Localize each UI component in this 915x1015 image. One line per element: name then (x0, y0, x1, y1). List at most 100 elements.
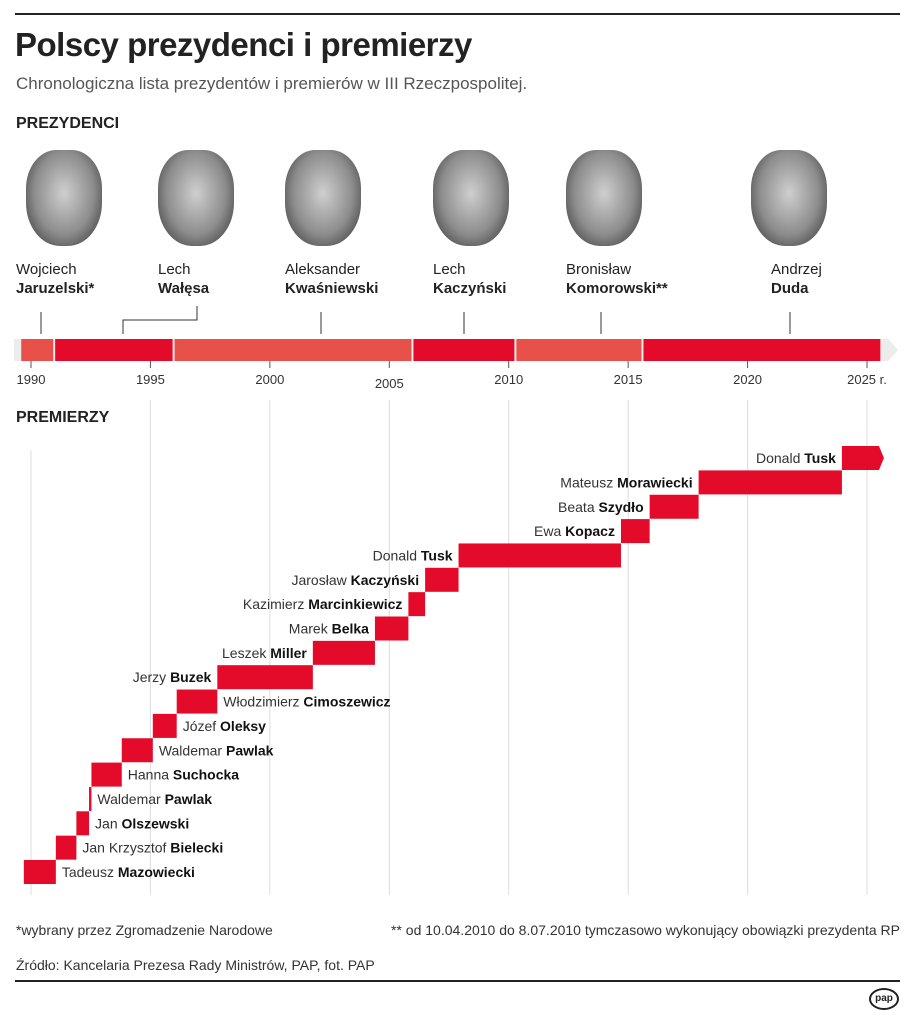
premier-last-name: Pawlak (226, 742, 274, 758)
premier-first-name: Kazimierz (243, 596, 308, 612)
premier-term-bar (176, 689, 218, 714)
premier-term-bar (841, 446, 884, 471)
premier-first-name: Jerzy (133, 669, 170, 685)
premier-last-name: Cimoszewicz (303, 694, 390, 710)
president-photo (751, 150, 827, 246)
premier-first-name: Waldemar (159, 742, 226, 758)
footnote-1: *wybrany przez Zgromadzenie Narodowe (16, 922, 273, 938)
premier-last-name: Miller (270, 645, 307, 661)
premier-label: Jerzy Buzek (133, 669, 212, 685)
president-term-bar (413, 339, 515, 361)
premier-term-bar (408, 592, 426, 617)
axis-tick-label: 2020 (733, 372, 762, 387)
axis-tick-label: 2005 (375, 376, 404, 391)
president-name: Aleksander Kwaśniewski (285, 260, 445, 298)
axis-tick-label: 1995 (136, 372, 165, 387)
axis-tick-label: 2010 (494, 372, 523, 387)
premier-label: Hanna Suchocka (128, 767, 240, 783)
premier-label: Józef Oleksy (183, 718, 266, 734)
president-photo (26, 150, 102, 246)
last-name: Duda (771, 280, 809, 297)
premier-last-name: Belka (332, 621, 370, 637)
premier-label: Marek Belka (289, 621, 369, 637)
premier-term-bar (55, 835, 77, 860)
premier-first-name: Donald (373, 547, 421, 563)
pap-logo: pap (869, 988, 899, 1010)
premier-first-name: Hanna (128, 767, 173, 783)
axis-tick-label: 2025 r. (847, 372, 887, 387)
premier-last-name: Olszewski (122, 815, 190, 831)
premier-term-bar (89, 786, 92, 811)
president-photo (433, 150, 509, 246)
premier-first-name: Donald (756, 450, 804, 466)
premier-term-bar (152, 713, 177, 738)
premier-last-name: Kaczyński (351, 572, 419, 588)
premier-term-bar (425, 567, 459, 592)
president-term-bar (21, 339, 54, 361)
president-card: Lech Kaczyński (433, 150, 593, 298)
premier-term-bar (312, 640, 375, 665)
premier-term-bar (649, 494, 699, 519)
premier-last-name: Bielecki (170, 840, 223, 856)
premier-term-bar (76, 811, 90, 836)
last-name: Wałęsa (158, 280, 210, 297)
subtitle: Chronologiczna lista prezydentów i premi… (16, 74, 528, 93)
first-name: Andrzej (771, 261, 822, 278)
premier-label: Waldemar Pawlak (159, 742, 274, 758)
axis-tick-label: 2015 (614, 372, 643, 387)
first-name: Wojciech (16, 261, 77, 278)
premier-label: Waldemar Pawlak (97, 791, 212, 807)
president-name: Lech Wałęsa (158, 260, 318, 298)
premier-term-bar (217, 665, 313, 690)
president-photo (285, 150, 361, 246)
president-term-bar (174, 339, 412, 361)
last-name: Komorowski** (566, 280, 668, 297)
premier-label: Donald Tusk (373, 547, 453, 563)
premier-first-name: Mateusz (560, 474, 617, 490)
bottom-rule (15, 980, 900, 982)
premier-label: Tadeusz Mazowiecki (62, 864, 195, 880)
premier-label: Mateusz Morawiecki (560, 474, 692, 490)
premier-last-name: Suchocka (173, 767, 239, 783)
premier-label: Ewa Kopacz (534, 523, 615, 539)
premier-label: Jan Olszewski (95, 815, 189, 831)
axis-tick-label: 2000 (255, 372, 284, 387)
president-name: Andrzej Duda (771, 260, 915, 298)
president-card: Andrzej Duda (751, 150, 915, 298)
president-term-bar (55, 339, 173, 361)
premier-label: Włodzimierz Cimoszewicz (223, 694, 390, 710)
last-name: Kaczyński (433, 280, 507, 297)
president-card: Lech Wałęsa (158, 150, 318, 298)
timeline-chart: 1990 1995 2000 2005 2010 2015 2020 2025 r. Tadeu… (14, 306, 899, 895)
first-name: Lech (158, 261, 191, 278)
page-title: Polscy prezydenci i premierzy (15, 26, 472, 63)
premier-last-name: Pawlak (165, 791, 213, 807)
president-name: Lech Kaczyński (433, 260, 593, 298)
president-name: Bronisław Komorowski** (566, 260, 726, 298)
last-name: Kwaśniewski (285, 280, 379, 297)
premier-first-name: Tadeusz (62, 864, 118, 880)
footnote-2: ** od 10.04.2010 do 8.07.2010 tymczasowo… (391, 922, 900, 938)
premier-last-name: Tusk (804, 450, 836, 466)
first-name: Bronisław (566, 261, 632, 278)
president-name: Wojciech Jaruzelski* (16, 260, 176, 298)
premier-term-bar (698, 470, 842, 495)
premier-last-name: Mazowiecki (118, 864, 195, 880)
premier-first-name: Marek (289, 621, 332, 637)
premier-term-bar (458, 543, 621, 568)
president-term-bar (516, 339, 642, 361)
premier-last-name: Kopacz (565, 523, 615, 539)
premier-first-name: Włodzimierz (223, 694, 303, 710)
first-name: Lech (433, 261, 466, 278)
premier-first-name: Jan (95, 815, 121, 831)
premier-term-bar (121, 738, 153, 763)
premier-first-name: Ewa (534, 523, 565, 539)
premier-term-bar (23, 860, 56, 884)
premier-label: Kazimierz Marcinkiewicz (243, 596, 403, 612)
premier-label: Jan Krzysztof Bielecki (82, 840, 223, 856)
premier-label: Jarosław Kaczyński (291, 572, 419, 588)
last-name: Jaruzelski* (16, 280, 95, 297)
top-rule (15, 13, 900, 15)
first-name: Aleksander (285, 261, 361, 278)
president-card: Aleksander Kwaśniewski (285, 150, 445, 298)
